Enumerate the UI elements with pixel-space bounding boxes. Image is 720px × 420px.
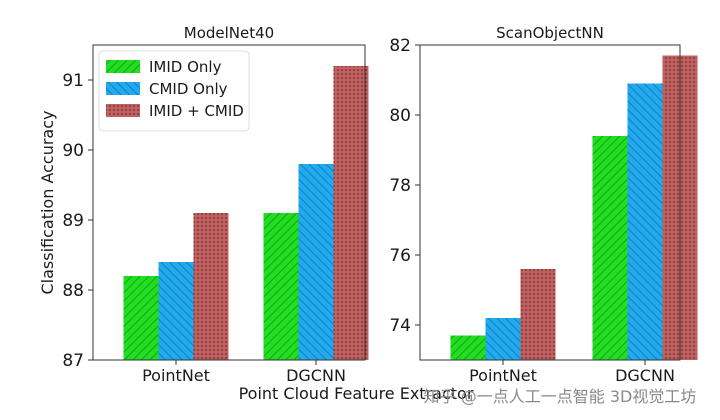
y-tick-label: 78 (389, 176, 411, 196)
legend-swatch (106, 60, 140, 73)
bar-imid-cmid-pointnet (193, 213, 229, 360)
panel-title: ScanObjectNN (496, 24, 604, 42)
legend: IMID Only CMID Only IMID + CMID (98, 50, 250, 132)
legend-label: CMID Only (149, 80, 228, 98)
legend-swatch (106, 82, 140, 95)
bar-imid-only-dgcnn (263, 213, 299, 360)
legend-label: IMID Only (149, 58, 222, 76)
scanobjectnn-panel: ScanObjectNN 74 76 78 80 82 PointNet DGCNN (389, 24, 698, 385)
y-tick-label: 76 (389, 246, 411, 266)
x-tick-label: DGCNN (286, 366, 346, 385)
x-axis-title: Point Cloud Feature Extractor (239, 384, 474, 403)
y-tick-label: 82 (389, 36, 411, 56)
x-tick-label: PointNet (142, 366, 210, 385)
y-tick-label: 87 (62, 351, 84, 371)
bar-cmid-only-dgcnn (298, 164, 334, 360)
legend-swatch (106, 104, 140, 117)
legend-label: IMID + CMID (149, 102, 244, 120)
y-tick-label: 90 (62, 141, 84, 161)
bar-cmid-only-pointnet (158, 262, 194, 360)
bar-cmid-only-dgcnn (627, 83, 663, 360)
bar-imid-cmid-dgcnn (333, 66, 369, 360)
x-tick-label: DGCNN (615, 366, 675, 385)
y-tick-label: 89 (62, 211, 84, 231)
watermark: 知乎 @一点人工一点智能 3D视觉工坊 (424, 387, 697, 406)
modelnet40-panel: ModelNet40 87 88 89 90 91 PointNet DGCNN Classif… (38, 24, 369, 385)
y-tick-label: 88 (62, 281, 84, 301)
y-tick-label: 74 (389, 316, 411, 336)
plot-frame (92, 44, 366, 361)
y-tick-label: 80 (389, 106, 411, 126)
plot-frame (419, 44, 681, 361)
bar-imid-only-pointnet (123, 276, 159, 360)
bar-imid-only-dgcnn (592, 136, 628, 360)
y-axis-title: Classification Accuracy (38, 111, 57, 295)
bar-imid-only-pointnet (450, 335, 486, 360)
y-tick-label: 91 (62, 71, 84, 91)
bar-imid-cmid-pointnet (520, 269, 556, 360)
bar-cmid-only-pointnet (485, 318, 521, 360)
panel-title: ModelNet40 (184, 24, 274, 42)
x-tick-label: PointNet (469, 366, 537, 385)
